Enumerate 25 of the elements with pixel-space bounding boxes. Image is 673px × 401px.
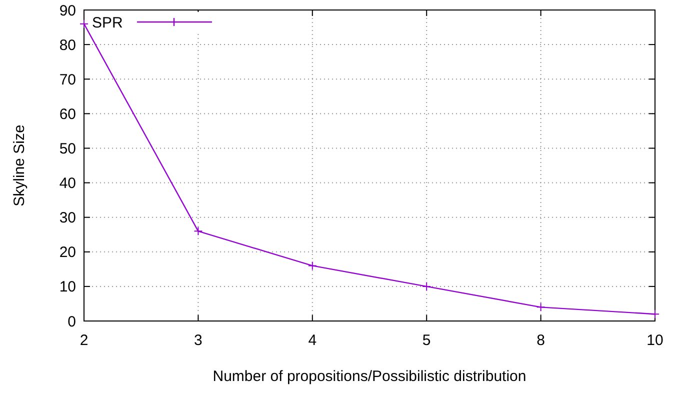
y-axis-title: Skyline Size <box>11 124 28 206</box>
point <box>308 261 317 270</box>
point <box>536 302 546 312</box>
x-tick-label: 10 <box>646 332 664 349</box>
point <box>80 19 88 28</box>
y-tick-label: 20 <box>59 244 76 262</box>
y-tick-label: 60 <box>59 106 76 123</box>
y-tick-label: 80 <box>59 36 76 54</box>
point <box>194 226 203 236</box>
y-tick-label: 30 <box>59 210 76 227</box>
y-tick-label: 70 <box>59 71 76 88</box>
y-tick-label: 50 <box>59 140 76 158</box>
x-tick-label: 5 <box>422 332 431 349</box>
x-tick-label: 4 <box>308 332 317 349</box>
point <box>422 282 432 291</box>
legend-label: SPR <box>92 14 124 32</box>
y-tick-label: 10 <box>59 278 76 296</box>
x-tick-label: 3 <box>194 332 202 349</box>
point <box>650 310 660 319</box>
y-tick-label: 90 <box>59 2 76 20</box>
y-tick-label: 40 <box>59 175 76 192</box>
x-axis-title: Number of propositions/Possibilistic distribution <box>212 368 526 385</box>
y-tick-label: 0 <box>68 313 76 330</box>
x-tick-label: 8 <box>536 332 545 349</box>
x-tick-label: 2 <box>80 332 88 349</box>
